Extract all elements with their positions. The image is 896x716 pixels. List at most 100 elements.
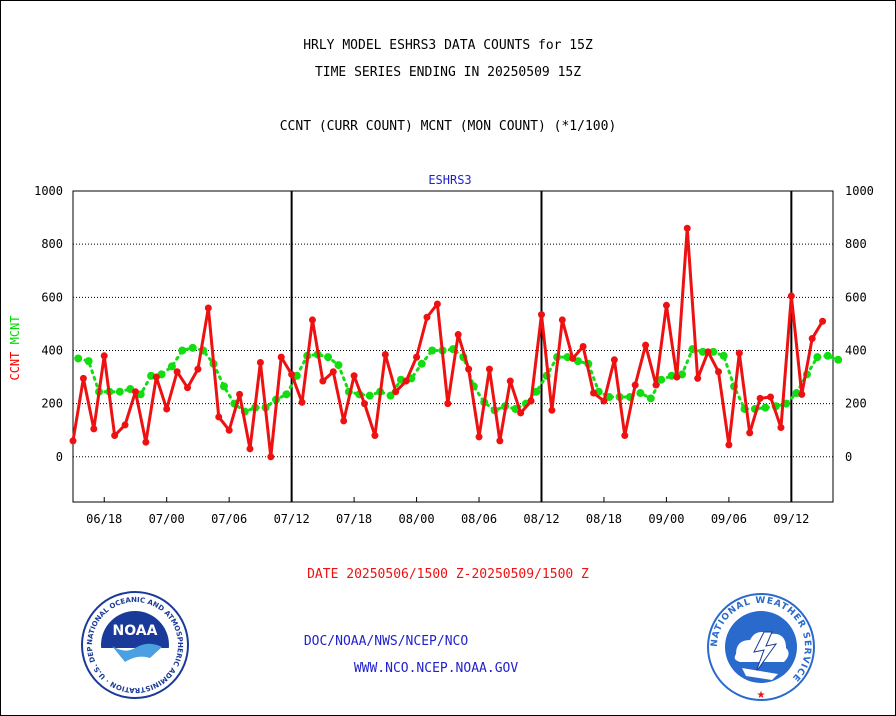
mcnt-point — [646, 394, 655, 403]
ccnt-point — [694, 374, 702, 382]
ccnt-point — [90, 425, 98, 433]
ccnt-point — [142, 438, 150, 446]
ccnt-point — [121, 421, 129, 429]
y-tick-label-left: 600 — [41, 290, 63, 304]
ccnt-point — [662, 301, 670, 309]
ccnt-point — [225, 426, 233, 434]
title-line-2: TIME SERIES ENDING IN 20250509 15Z — [314, 65, 582, 80]
ccnt-point — [475, 433, 483, 441]
ccnt-point — [100, 352, 108, 360]
ccnt-point — [725, 441, 733, 449]
mcnt-point — [188, 343, 197, 352]
ccnt-point — [184, 384, 192, 392]
credit-line-2: WWW.NCO.NCEP.NOAA.GOV — [354, 661, 519, 676]
ccnt-point — [787, 292, 795, 300]
y-axis-label-part: CCNT — [8, 352, 22, 381]
mcnt-point — [605, 393, 614, 402]
ccnt-point — [798, 390, 806, 398]
ccnt-point — [236, 390, 244, 398]
ccnt-point — [496, 437, 504, 445]
noaa-word: NOAA — [113, 623, 158, 639]
mcnt-point — [417, 359, 426, 368]
ccnt-point — [361, 400, 369, 408]
noaa-logo: NATIONAL OCEANIC AND ATMOSPHERIC ADMINIS… — [80, 590, 189, 699]
ccnt-point — [423, 313, 431, 321]
mcnt-point — [657, 375, 666, 384]
mcnt-point — [365, 391, 374, 400]
ccnt-point — [610, 356, 618, 364]
ccnt-point — [413, 353, 421, 361]
ccnt-point — [579, 343, 587, 350]
mcnt-point — [834, 355, 843, 364]
y-tick-label-right: 800 — [845, 237, 867, 251]
mcnt-point — [532, 387, 541, 396]
ccnt-point — [485, 365, 493, 373]
ccnt-point — [558, 316, 566, 324]
ccnt-point — [392, 388, 400, 396]
ccnt-point — [371, 432, 379, 440]
x-tick-label: 06/18 — [86, 512, 122, 526]
nws-star-icon: ★ — [757, 690, 766, 701]
credit-line-1: DOC/NOAA/NWS/NCEP/NCO — [304, 634, 469, 649]
ccnt-point — [704, 348, 712, 356]
ccnt-point — [163, 405, 171, 413]
x-tick-label: 07/06 — [211, 512, 247, 526]
mcnt-point — [761, 403, 770, 412]
ccnt-point — [267, 453, 275, 461]
mcnt-point — [636, 389, 645, 398]
mcnt-point — [324, 353, 333, 362]
mcnt-point — [115, 387, 124, 396]
y-tick-label-left: 400 — [41, 343, 63, 357]
y-axis-label: CCNT MCNT — [8, 315, 22, 380]
ccnt-point — [756, 394, 764, 402]
ccnt-point — [465, 365, 473, 373]
mcnt-point — [219, 382, 228, 391]
ccnt-point — [527, 397, 535, 405]
ccnt-point — [277, 353, 285, 361]
ccnt-point — [288, 370, 296, 378]
mcnt-point — [823, 351, 832, 360]
mcnt-point — [178, 346, 187, 355]
ccnt-point — [652, 381, 660, 389]
ccnt-point — [683, 224, 691, 232]
mcnt-point — [813, 353, 822, 362]
ccnt-point — [590, 389, 598, 397]
x-tick-label: 09/12 — [773, 512, 809, 526]
ccnt-point — [673, 373, 681, 381]
ccnt-point — [111, 432, 119, 440]
ccnt-point — [298, 398, 306, 406]
x-tick-label: 07/00 — [149, 512, 185, 526]
ccnt-point — [173, 368, 181, 376]
nws-tornado-icon — [742, 668, 778, 680]
plot-area — [72, 190, 834, 503]
mcnt-point — [74, 354, 83, 363]
x-tick-label: 07/18 — [336, 512, 372, 526]
ccnt-point — [506, 377, 514, 385]
ccnt-point — [69, 437, 77, 445]
mcnt-point — [386, 391, 395, 400]
ccnt-point — [319, 377, 327, 385]
x-tick-label: 08/06 — [461, 512, 497, 526]
ccnt-point — [246, 445, 254, 453]
mcnt-point — [84, 357, 93, 366]
mcnt-point — [334, 361, 343, 370]
ccnt-point — [600, 397, 608, 405]
y-tick-label-right: 400 — [845, 343, 867, 357]
ccnt-point — [350, 372, 358, 380]
x-tick-label: 09/06 — [711, 512, 747, 526]
ccnt-point — [537, 311, 545, 319]
ccnt-point — [808, 335, 816, 343]
y-tick-label-right: 1000 — [845, 184, 874, 198]
mcnt-point — [167, 362, 176, 371]
ccnt-point — [819, 317, 827, 325]
mcnt-point — [282, 390, 291, 399]
y-tick-label-left: 200 — [41, 397, 63, 411]
nws-logo: NATIONAL WEATHER SERVICE ★ — [707, 593, 815, 701]
noaa-lower-white — [101, 648, 169, 682]
nws-lightning-icon — [753, 631, 778, 673]
date-range-label: DATE 20250506/1500 Z-20250509/1500 Z — [307, 567, 589, 582]
ccnt-point — [194, 365, 202, 373]
ccnt-point — [454, 331, 462, 339]
y-tick-label-right: 0 — [845, 450, 852, 464]
